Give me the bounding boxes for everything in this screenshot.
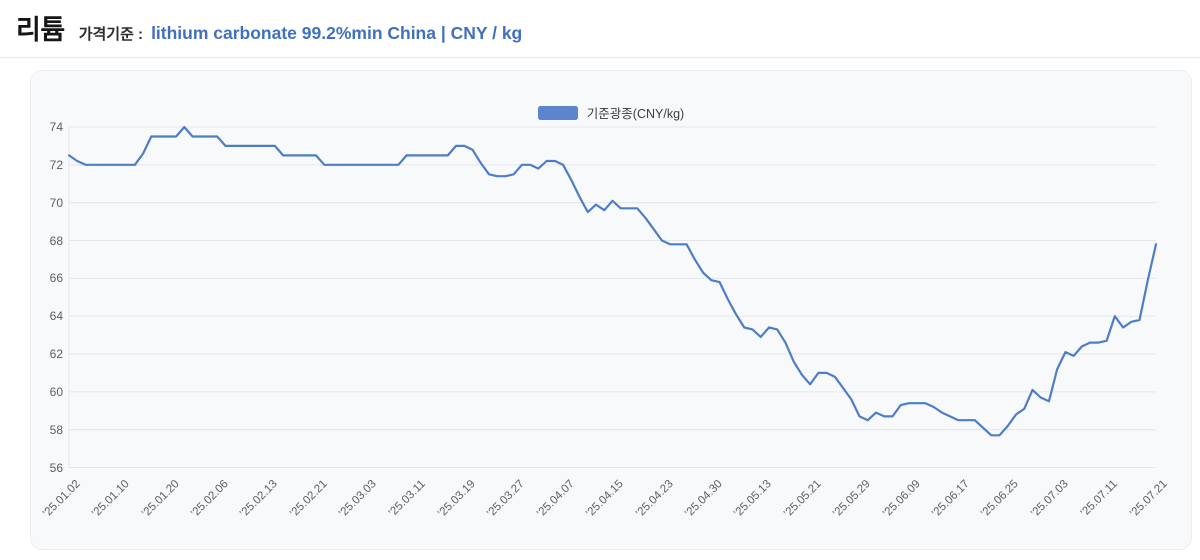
y-axis-label: 70 [49,195,63,210]
legend-swatch [537,105,578,120]
price-line-series[interactable] [67,125,1158,437]
price-basis-label: 가격기준 : [78,26,144,43]
legend-label: 기준광종(CNY/kg) [586,107,685,121]
page-header: 리튬 가격기준 : lithium carbonate 99.2%min Chi… [16,8,522,47]
header-divider [0,57,1200,58]
y-axis-label: 58 [49,422,63,437]
chart-card: 기준광종(CNY/kg) 74 72 70 68 66 64 62 60 58 56 ’25.01… [30,70,1192,550]
y-axis-label: 72 [49,157,63,172]
y-axis-label: 74 [49,120,63,134]
y-axis-label: 64 [49,309,63,324]
legend-item[interactable]: 기준광종(CNY/kg) [31,103,1191,122]
page-title: 리튬 [16,15,65,45]
y-axis-label: 62 [49,347,63,361]
line-chart-svg [67,125,1158,468]
y-axis-label: 60 [49,384,63,399]
y-axis-label: 56 [49,460,63,475]
line-chart: 74 72 70 68 66 64 62 60 58 56 ’25.01.02’25.01.10’… [31,71,1191,549]
y-axis-label: 68 [49,233,63,248]
y-axis-label: 66 [49,271,63,286]
price-basis-value: lithium carbonate 99.2%min China | CNY /… [151,23,523,43]
